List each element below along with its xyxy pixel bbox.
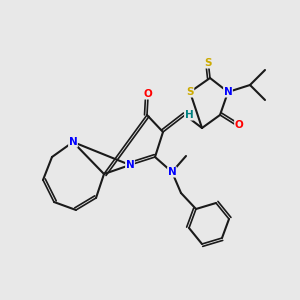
Text: H: H [184,110,194,120]
Text: N: N [69,137,77,147]
Text: N: N [126,160,134,170]
Text: O: O [144,89,152,99]
Text: N: N [168,167,176,177]
Text: O: O [235,120,243,130]
Text: S: S [186,87,194,97]
Text: S: S [204,58,212,68]
Text: N: N [224,87,232,97]
